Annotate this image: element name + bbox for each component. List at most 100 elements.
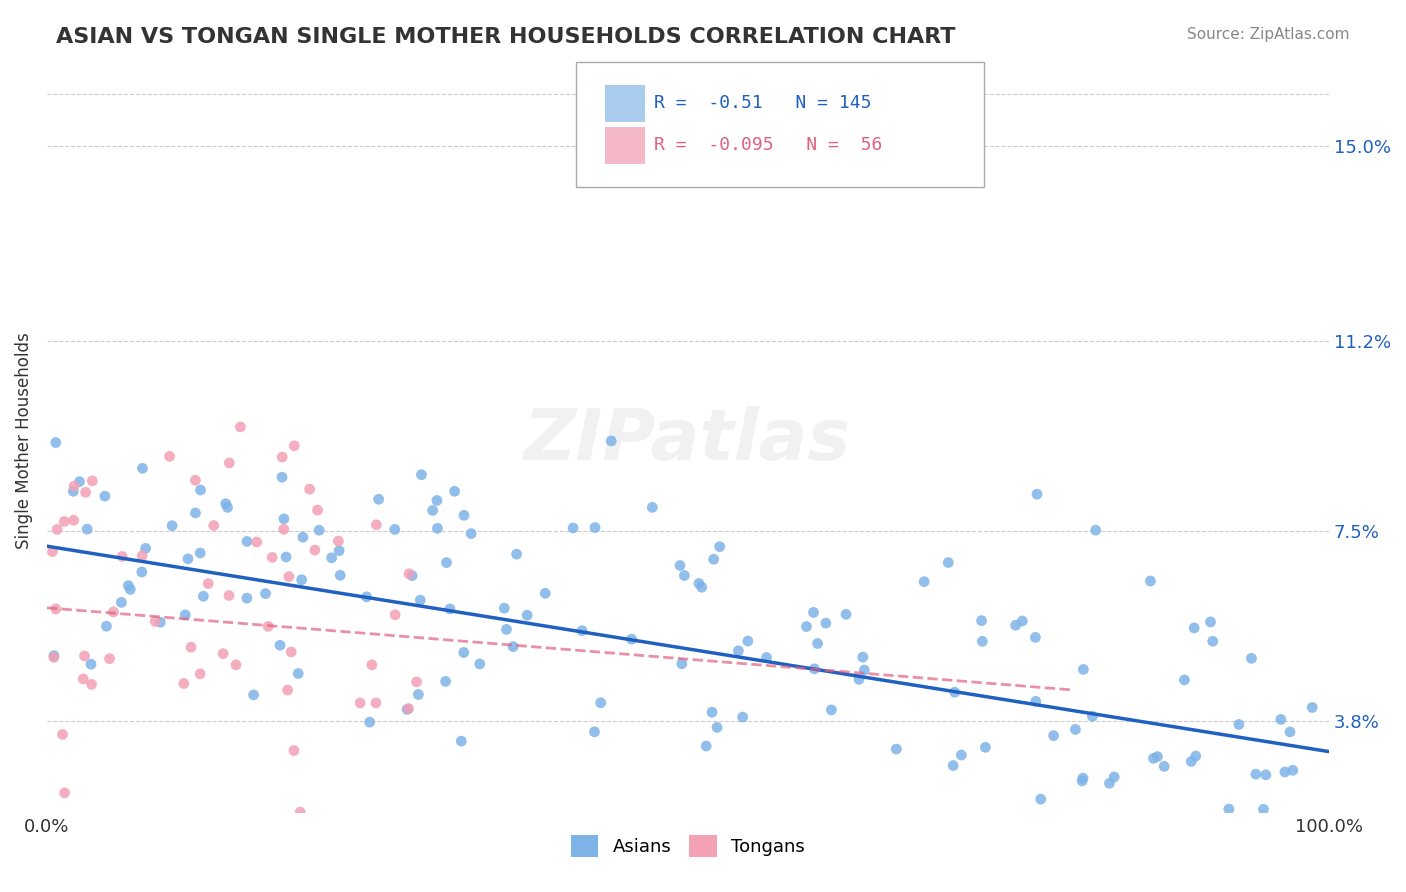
Point — [45, 435, 67, 450]
Point — [398, 701, 420, 715]
Point — [307, 503, 329, 517]
Point — [98, 651, 121, 665]
Point — [803, 662, 825, 676]
Legend: Asians, Tongans: Asians, Tongans — [564, 827, 813, 863]
Point — [1102, 770, 1125, 784]
Point — [583, 520, 606, 534]
Point — [1270, 713, 1292, 727]
Text: R =  -0.51   N = 145: R = -0.51 N = 145 — [654, 95, 872, 112]
Y-axis label: Single Mother Households: Single Mother Households — [15, 333, 32, 549]
Point — [277, 683, 299, 698]
Point — [63, 479, 86, 493]
Point — [103, 605, 125, 619]
Point — [1253, 802, 1275, 816]
Point — [690, 580, 713, 594]
Point — [42, 648, 65, 663]
Point — [174, 607, 197, 622]
Point — [641, 500, 664, 515]
Point — [589, 696, 612, 710]
Point — [188, 546, 211, 560]
Point — [439, 602, 461, 616]
Point — [700, 705, 723, 719]
Text: Source: ZipAtlas.com: Source: ZipAtlas.com — [1187, 27, 1350, 42]
Point — [398, 566, 420, 581]
Point — [367, 492, 389, 507]
Point — [494, 601, 516, 615]
Point — [1011, 614, 1033, 628]
Point — [1282, 764, 1305, 778]
Point — [384, 523, 406, 537]
Point — [291, 530, 314, 544]
Point — [468, 657, 491, 671]
Point — [426, 521, 449, 535]
Point — [254, 586, 277, 600]
Point — [291, 573, 314, 587]
Point — [131, 565, 153, 579]
Point — [110, 595, 132, 609]
Point — [218, 589, 240, 603]
Point — [1199, 615, 1222, 629]
Point — [436, 556, 458, 570]
Point — [215, 497, 238, 511]
Point — [202, 518, 225, 533]
Point — [1202, 634, 1225, 648]
Point — [197, 576, 219, 591]
Point — [942, 758, 965, 772]
Point — [673, 568, 696, 582]
Point — [218, 456, 240, 470]
Point — [212, 647, 235, 661]
Point — [1064, 723, 1087, 737]
Point — [321, 550, 343, 565]
Text: R =  -0.095   N =  56: R = -0.095 N = 56 — [654, 136, 882, 154]
Point — [329, 568, 352, 582]
Point — [217, 500, 239, 515]
Point — [796, 619, 818, 633]
Point — [384, 607, 406, 622]
Point — [80, 677, 103, 691]
Point — [571, 624, 593, 638]
Point — [328, 543, 350, 558]
Point — [886, 742, 908, 756]
Point — [1098, 776, 1121, 790]
Point — [848, 673, 870, 687]
Point — [94, 489, 117, 503]
Point — [76, 522, 98, 536]
Point — [131, 549, 153, 563]
Point — [190, 483, 212, 497]
Point — [853, 663, 876, 677]
Point — [1071, 771, 1094, 785]
Point — [695, 739, 717, 753]
Point — [236, 591, 259, 606]
Point — [970, 614, 993, 628]
Point — [290, 805, 312, 820]
Point — [502, 640, 524, 654]
Point — [408, 688, 430, 702]
Point — [1301, 700, 1323, 714]
Point — [703, 552, 725, 566]
Point — [972, 634, 994, 648]
Point — [731, 710, 754, 724]
Point — [193, 589, 215, 603]
Point — [246, 535, 269, 549]
Point — [950, 747, 973, 762]
Point — [120, 582, 142, 597]
Point — [366, 517, 388, 532]
Point — [82, 474, 104, 488]
Point — [283, 439, 305, 453]
Point — [401, 568, 423, 582]
Point — [669, 558, 692, 573]
Point — [1153, 759, 1175, 773]
Point — [62, 513, 84, 527]
Point — [1184, 749, 1206, 764]
Point — [434, 674, 457, 689]
Point — [269, 638, 291, 652]
Point — [409, 593, 432, 607]
Point — [277, 569, 299, 583]
Point — [225, 657, 247, 672]
Point — [63, 812, 86, 826]
Point — [534, 586, 557, 600]
Point — [41, 544, 63, 558]
Point — [96, 619, 118, 633]
Point — [188, 666, 211, 681]
Text: ZIPatlas: ZIPatlas — [524, 407, 852, 475]
